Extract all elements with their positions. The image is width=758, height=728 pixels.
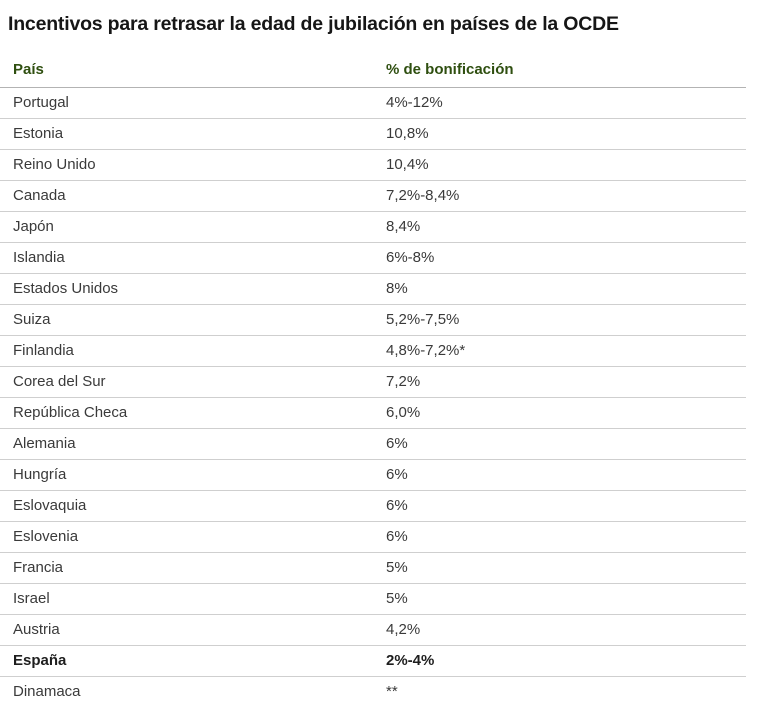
value-cell: 5,2%-7,5% — [373, 304, 746, 336]
table-row: Finlandia 4,8%-7,2%* — [0, 335, 746, 367]
country-cell: Austria — [0, 614, 373, 646]
country-cell: Eslovenia — [0, 521, 373, 553]
table-row: Israel 5% — [0, 583, 746, 615]
country-cell: Portugal — [0, 87, 373, 119]
country-cell: Suiza — [0, 304, 373, 336]
value-cell: 2%-4% — [373, 645, 746, 677]
country-cell: Reino Unido — [0, 149, 373, 181]
value-cell: 7,2% — [373, 366, 746, 398]
country-cell: Alemania — [0, 428, 373, 460]
value-cell: 6% — [373, 428, 746, 460]
value-cell: 6%-8% — [373, 242, 746, 274]
value-cell: 5% — [373, 583, 746, 615]
country-cell: Canada — [0, 180, 373, 212]
table-row: Eslovaquia 6% — [0, 490, 746, 522]
value-cell: 8,4% — [373, 211, 746, 243]
table-body: Portugal 4%-12% Estonia 10,8% Reino Unido 10,… — [0, 87, 746, 708]
table-row: Islandia 6%-8% — [0, 242, 746, 274]
table-row: Austria 4,2% — [0, 614, 746, 646]
country-cell: Japón — [0, 211, 373, 243]
value-cell: 4,8%-7,2%* — [373, 335, 746, 367]
value-cell: 6% — [373, 490, 746, 522]
country-cell: España — [0, 645, 373, 677]
value-cell: 4,2% — [373, 614, 746, 646]
table-header: País % de bonificación — [0, 55, 746, 88]
value-cell: 5% — [373, 552, 746, 584]
country-cell: Israel — [0, 583, 373, 615]
table-row: Eslovenia 6% — [0, 521, 746, 553]
table-row: Japón 8,4% — [0, 211, 746, 243]
table-header-row: País % de bonificación — [0, 55, 746, 88]
country-cell: Eslovaquia — [0, 490, 373, 522]
table-row: Hungría 6% — [0, 459, 746, 491]
table-row: República Checa 6,0% — [0, 397, 746, 429]
table-row: España 2%-4% — [0, 645, 746, 677]
value-cell: 6,0% — [373, 397, 746, 429]
table-row: Dinamaca ** — [0, 677, 746, 708]
value-cell: 10,4% — [373, 149, 746, 181]
country-cell: Dinamaca — [13, 683, 81, 700]
column-header-country: País — [0, 55, 373, 88]
table-row: Corea del Sur 7,2% — [0, 366, 746, 398]
country-cell: República Checa — [0, 397, 373, 429]
value-cell: 10,8% — [373, 118, 746, 150]
column-header-value: % de bonificación — [373, 55, 746, 88]
table-row: Estonia 10,8% — [0, 118, 746, 150]
chart-title: Incentivos para retrasar la edad de jubi… — [8, 13, 619, 35]
country-cell: Hungría — [0, 459, 373, 491]
table-row: Alemania 6% — [0, 428, 746, 460]
table-row: Estados Unidos 8% — [0, 273, 746, 305]
country-cell: Francia — [0, 552, 373, 584]
value-cell: 6% — [373, 521, 746, 553]
table-row: Francia 5% — [0, 552, 746, 584]
country-cell: Estonia — [0, 118, 373, 150]
table-row: Canada 7,2%-8,4% — [0, 180, 746, 212]
data-table: País % de bonificación Portugal 4%-12% Est… — [0, 55, 746, 707]
table-row: Reino Unido 10,4% — [0, 149, 746, 181]
value-cell: 6% — [373, 459, 746, 491]
country-cell: Estados Unidos — [0, 273, 373, 305]
value-cell: ** — [386, 683, 398, 700]
country-cell: Corea del Sur — [0, 366, 373, 398]
table-row: Suiza 5,2%-7,5% — [0, 304, 746, 336]
value-cell: 8% — [373, 273, 746, 305]
table-row: Portugal 4%-12% — [0, 87, 746, 119]
country-cell: Finlandia — [0, 335, 373, 367]
value-cell: 7,2%-8,4% — [373, 180, 746, 212]
value-cell: 4%-12% — [373, 87, 746, 119]
country-cell: Islandia — [0, 242, 373, 274]
